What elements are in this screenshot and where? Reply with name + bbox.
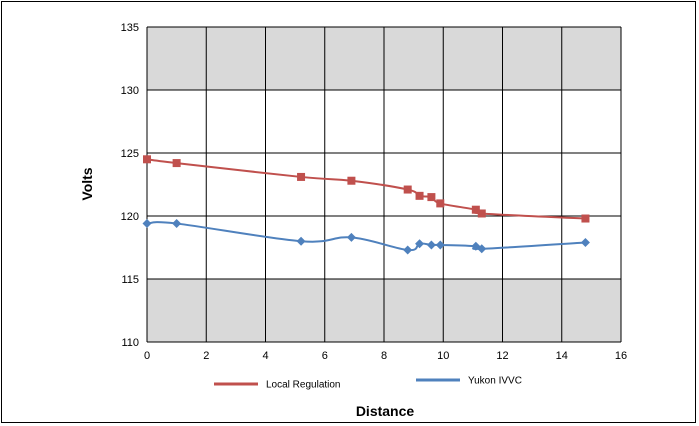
data-point-yukon-ivvc	[403, 245, 413, 255]
data-point-yukon-ivvc	[477, 244, 487, 254]
data-point-yukon-ivvc	[435, 240, 445, 250]
x-tick-label: 16	[615, 350, 627, 362]
x-tick-label: 10	[437, 350, 449, 362]
data-point-yukon-ivvc	[142, 219, 152, 229]
data-point-local-regulation	[297, 172, 306, 181]
data-point-local-regulation	[471, 205, 480, 214]
data-point-local-regulation	[143, 155, 151, 164]
data-point-yukon-ivvc	[580, 237, 590, 247]
data-point-yukon-ivvc	[296, 236, 306, 246]
data-point-local-regulation	[581, 214, 590, 223]
data-point-local-regulation	[403, 185, 412, 194]
y-axis-title: Volts	[79, 167, 95, 200]
x-tick-label: 6	[322, 350, 328, 362]
x-tick-label: 2	[203, 350, 209, 362]
legend-label-yukon-ivvc: Yukon IVVC	[468, 376, 522, 387]
y-tick-label: 110	[121, 337, 139, 349]
series-line-local-regulation	[146, 158, 586, 220]
series-lines	[142, 155, 590, 255]
y-tick-label: 130	[121, 85, 139, 97]
x-tick-label: 4	[262, 350, 268, 362]
x-tick-labels: 0 2 4 6 8 10 12 14 16	[144, 350, 627, 362]
x-axis-title: Distance	[356, 403, 415, 419]
x-tick-label: 14	[556, 350, 568, 362]
x-tick-label: 0	[144, 350, 150, 362]
x-tick-label: 8	[381, 350, 387, 362]
y-tick-labels: 110 115 120 125 130 135	[121, 22, 139, 349]
data-point-local-regulation	[427, 193, 436, 202]
data-point-local-regulation	[415, 191, 424, 200]
x-tick-label: 12	[496, 350, 508, 362]
y-tick-label: 135	[121, 22, 139, 34]
data-point-yukon-ivvc	[172, 219, 182, 229]
data-point-yukon-ivvc	[426, 240, 436, 250]
data-point-local-regulation	[347, 176, 356, 185]
y-tick-label: 120	[121, 211, 139, 223]
data-point-local-regulation	[477, 209, 486, 218]
y-tick-label: 125	[121, 148, 139, 160]
data-point-yukon-ivvc	[346, 232, 356, 242]
grid-lines	[146, 26, 622, 343]
series-line-yukon-ivvc	[146, 221, 586, 252]
y-tick-label: 115	[121, 274, 139, 286]
data-point-yukon-ivvc	[415, 239, 425, 249]
data-point-local-regulation	[172, 159, 181, 168]
data-point-local-regulation	[436, 199, 445, 208]
legend: Local Regulation Yukon IVVC	[214, 376, 522, 391]
legend-label-local-regulation: Local Regulation	[266, 380, 341, 391]
